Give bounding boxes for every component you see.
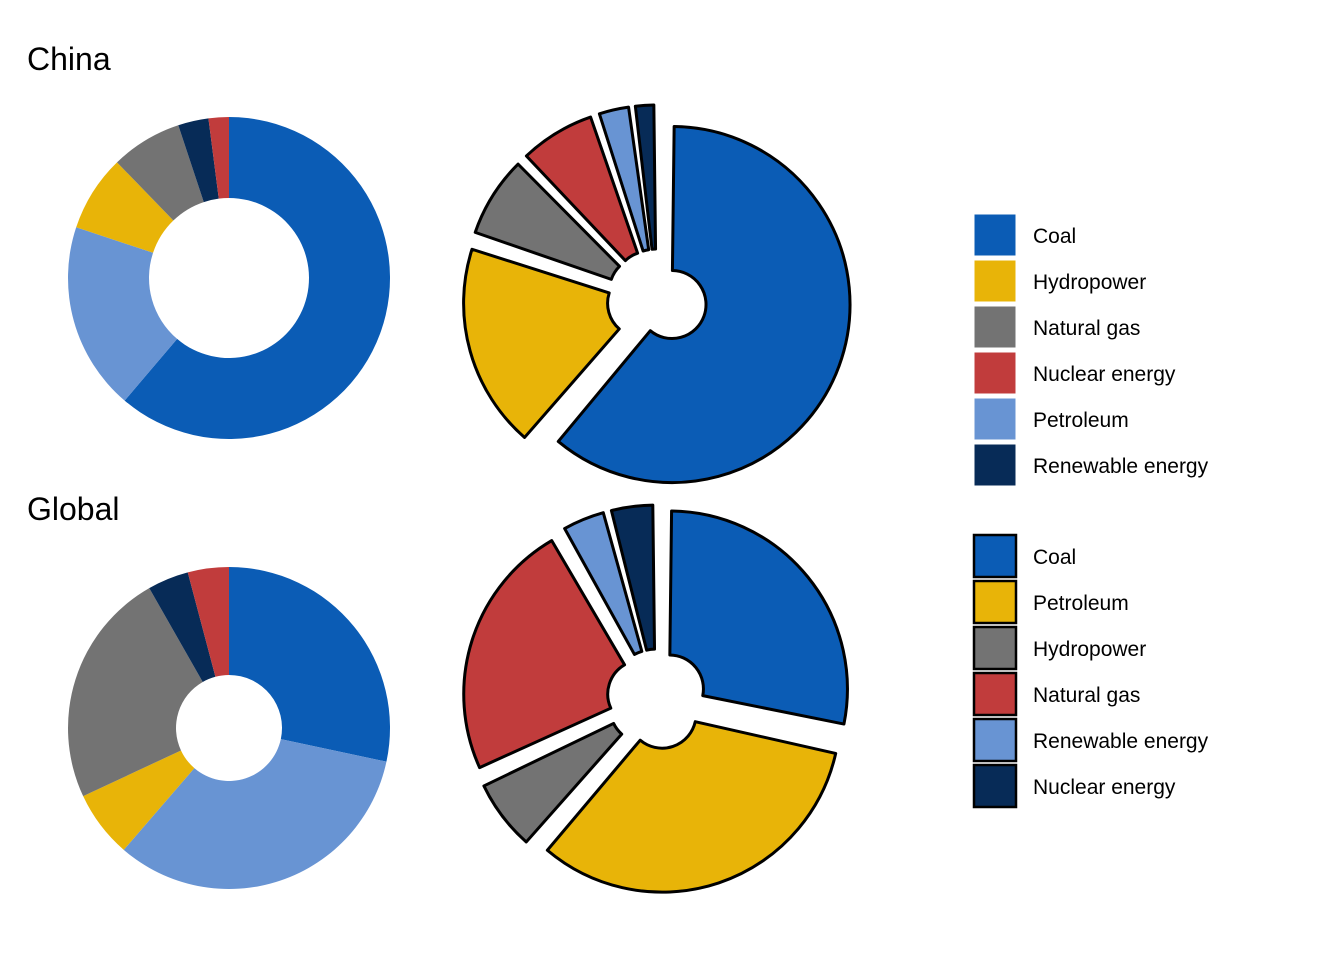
china-legend-swatch-coal bbox=[973, 213, 1017, 257]
global-exploded-slice-coal bbox=[668, 509, 849, 726]
global-exploded-slice-hydropower bbox=[482, 721, 624, 844]
global-legend-swatch-coal bbox=[972, 533, 1018, 579]
china-donut-slice-hydropower bbox=[76, 162, 174, 253]
china-legend-label-nuclear-energy: Nuclear energy bbox=[1033, 363, 1176, 386]
china-exploded-slice-coal bbox=[556, 125, 852, 485]
global-donut-slice-petroleum bbox=[83, 750, 195, 850]
global-legend-swatch-renewable-energy bbox=[972, 717, 1018, 763]
global-donut-slice-coal bbox=[229, 567, 391, 762]
china-exploded-slice-petroleum bbox=[597, 105, 651, 253]
global-legend-label-renewable-energy: Renewable energy bbox=[1033, 730, 1209, 753]
global-donut-slice-renewable-energy bbox=[123, 739, 387, 889]
china-exploded-donut-chart bbox=[462, 103, 852, 485]
china-legend-swatch-renewable-energy bbox=[973, 443, 1017, 487]
china-legend-swatch-nuclear-energy bbox=[973, 351, 1017, 395]
china-legend: Coal Hydropower Natural gas Nuclear energy P… bbox=[973, 213, 1209, 487]
china-donut-slice-renewable-energy bbox=[178, 118, 219, 203]
china-legend-label-coal: Coal bbox=[1033, 225, 1076, 248]
china-exploded-slice-renewable-energy bbox=[633, 103, 658, 251]
global-legend-label-natural-gas: Natural gas bbox=[1033, 684, 1140, 707]
global-exploded-slice-renewable-energy bbox=[563, 511, 644, 656]
china-donut-slice-nuclear-energy bbox=[208, 117, 229, 199]
china-legend-label-natural-gas: Natural gas bbox=[1033, 317, 1140, 340]
global-legend: Coal Petroleum Hydropower Natural gas Renewa… bbox=[972, 533, 1209, 809]
global-exploded-donut-chart bbox=[462, 503, 849, 894]
global-exploded-slice-nuclear-energy bbox=[609, 503, 657, 652]
global-legend-swatch-natural-gas bbox=[972, 671, 1018, 717]
china-donut-slice-natural-gas bbox=[117, 125, 204, 221]
global-legend-label-hydropower: Hydropower bbox=[1033, 638, 1146, 661]
global-legend-label-coal: Coal bbox=[1033, 546, 1076, 569]
china-exploded-slice-natural-gas bbox=[473, 162, 622, 281]
global-panel-title: Global bbox=[27, 491, 120, 527]
global-exploded-slice-petroleum bbox=[545, 720, 838, 894]
china-panel-title: China bbox=[27, 41, 111, 77]
china-donut-slice-petroleum bbox=[68, 227, 178, 401]
china-legend-label-petroleum: Petroleum bbox=[1033, 409, 1129, 432]
global-legend-label-petroleum: Petroleum bbox=[1033, 592, 1129, 615]
global-donut-slice-hydropower bbox=[187, 567, 229, 677]
china-legend-swatch-petroleum bbox=[973, 397, 1017, 441]
global-donut-chart bbox=[68, 567, 391, 889]
china-exploded-slice-hydropower bbox=[462, 247, 621, 439]
china-legend-label-renewable-energy: Renewable energy bbox=[1033, 455, 1209, 478]
global-legend-swatch-nuclear-energy bbox=[972, 763, 1018, 809]
global-donut-slice-natural-gas bbox=[68, 588, 203, 797]
china-legend-label-hydropower: Hydropower bbox=[1033, 271, 1146, 294]
china-legend-swatch-hydropower bbox=[973, 259, 1017, 303]
china-exploded-slice-nuclear-energy bbox=[524, 115, 640, 263]
global-legend-label-nuclear-energy: Nuclear energy bbox=[1033, 776, 1176, 799]
china-legend-swatch-natural-gas bbox=[973, 305, 1017, 349]
global-legend-swatch-hydropower bbox=[972, 625, 1018, 671]
china-donut-chart bbox=[68, 117, 391, 439]
china-donut-slice-coal bbox=[124, 117, 391, 439]
global-donut-slice-nuclear-energy bbox=[149, 572, 216, 682]
global-legend-swatch-petroleum bbox=[972, 579, 1018, 625]
global-exploded-slice-natural-gas bbox=[462, 539, 627, 770]
